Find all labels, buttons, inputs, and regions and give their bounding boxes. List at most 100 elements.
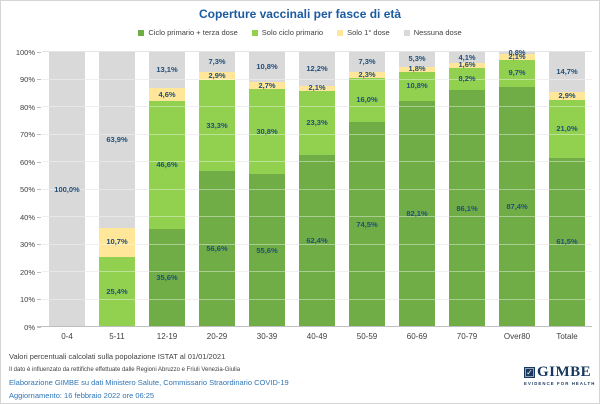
bar-segment [499,54,535,60]
bar-value-label: 2,7% [258,80,276,90]
legend-label: Solo 1° dose [347,28,390,37]
bar-value-label: 2,1% [508,52,526,62]
gimbe-logo-row: ✓ GIMBE [524,364,595,380]
gridline-overlay [42,161,592,162]
bar-segment [199,171,235,327]
bar-value-label: 12,2% [306,63,328,73]
bar-value-label: 7,3% [208,56,226,66]
bar-segment [99,257,135,327]
y-tick [37,161,41,163]
bar-segment [399,66,435,72]
gimbe-logo-text: GIMBE [537,364,592,380]
y-tick [37,189,41,190]
legend-item: Solo 1° dose [337,28,390,37]
y-tick-label: 70% [19,130,35,139]
y-tick [37,134,41,135]
bar-value-label: 63,9% [106,134,128,144]
bar-segment [549,51,585,93]
bar-value-label: 2,9% [558,91,576,101]
bar-value-label: 61,5% [556,237,578,247]
bar-value-label: 100,0% [54,184,80,194]
bar-segment [149,229,185,327]
x-tick-label: 0-4 [61,332,73,341]
bar-value-label: 46,6% [156,160,178,170]
bar-value-label: 8,2% [458,73,476,83]
bar-segment [249,52,285,82]
gimbe-logo: ✓ GIMBE EVIDENCE FOR HEALTH [524,364,596,386]
bar-value-label: 86,1% [456,203,478,213]
y-tick [37,326,41,328]
bar-segment [199,79,235,172]
y-tick-label: 10% [19,295,35,304]
bar-segment [399,52,435,67]
bar-segment [249,89,285,175]
legend-swatch-icon [138,29,145,36]
footnote-source: Elaborazione GIMBE su dati Ministero Sal… [9,378,289,387]
gimbe-logo-tagline: EVIDENCE FOR HEALTH [524,381,596,386]
bar-value-label: 10,7% [106,237,128,247]
bar-segment [349,122,385,327]
x-tick-label: 30-39 [256,332,278,341]
gimbe-logo-icon: ✓ [524,367,535,378]
bar-segment [299,85,335,92]
y-tick [37,106,41,108]
bar-segment [99,227,135,258]
gridline-overlay [42,216,592,217]
bar-value-label: 10,8% [256,62,278,72]
bar-value-label: 21,0% [556,124,578,133]
bar-segment [149,100,185,230]
bar-segment [199,51,235,72]
bar-segment [99,52,135,228]
bar-segment [399,71,435,102]
bar-value-label: 87,4% [506,201,528,211]
gridline [42,51,592,52]
bar-segment [349,78,385,123]
footnote-istat: Valori percentuali calcolati sulla popol… [9,352,226,361]
y-tick-label: 40% [19,212,35,222]
y-tick-label: 90% [19,75,35,84]
bar-segment [249,174,285,327]
bar-segment [199,71,235,80]
bar-value-label: 62,4% [306,236,328,246]
legend-swatch-icon [251,29,258,36]
bar-value-label: 2,1% [308,83,326,93]
bar-value-label: 2,9% [208,70,226,80]
x-tick-label: 60-69 [406,332,428,341]
y-tick-label: 100% [15,47,35,57]
y-tick [37,79,41,80]
legend-label: Ciclo primario + terza dose [148,28,238,37]
bar-segment [499,86,535,327]
legend-item: Ciclo primario + terza dose [138,28,238,37]
chart-title: Coperture vaccinali per fasce di età [198,7,402,21]
x-tick-label: Totale [556,332,578,341]
bar-segment [449,90,485,327]
legend: Ciclo primario + terza dose Solo ciclo pr… [1,28,599,37]
bar-value-label: 9,7% [508,68,526,78]
bar-segment [449,63,485,68]
bar-value-label: 13,1% [156,65,178,75]
bar-value-label: 25,4% [106,287,128,297]
bar-value-label: 55,6% [256,245,278,255]
bar-segment [549,92,585,101]
bar-segment [149,88,185,101]
y-tick-label: 60% [19,157,35,167]
bar-value-label: 0,8% [508,48,526,58]
y-tick-label: 20% [19,267,35,277]
bar-value-label: 16,0% [356,95,378,105]
bar-segment [249,81,285,90]
bar-segment [499,59,535,87]
gridline-overlay [42,271,592,272]
bar-segment [49,52,85,327]
y-tick [37,271,41,273]
bar-value-label: 56,6% [206,244,228,254]
y-tick-label: 0% [24,322,35,332]
y-tick [37,244,41,245]
y-tick-label: 80% [19,102,35,112]
bar-value-label: 33,3% [206,120,228,130]
x-tick-label: 70-79 [456,332,478,341]
x-tick-label: 50-59 [356,332,378,341]
bar-segment [349,71,385,79]
y-tick [37,216,41,218]
bar-segment [449,52,485,64]
